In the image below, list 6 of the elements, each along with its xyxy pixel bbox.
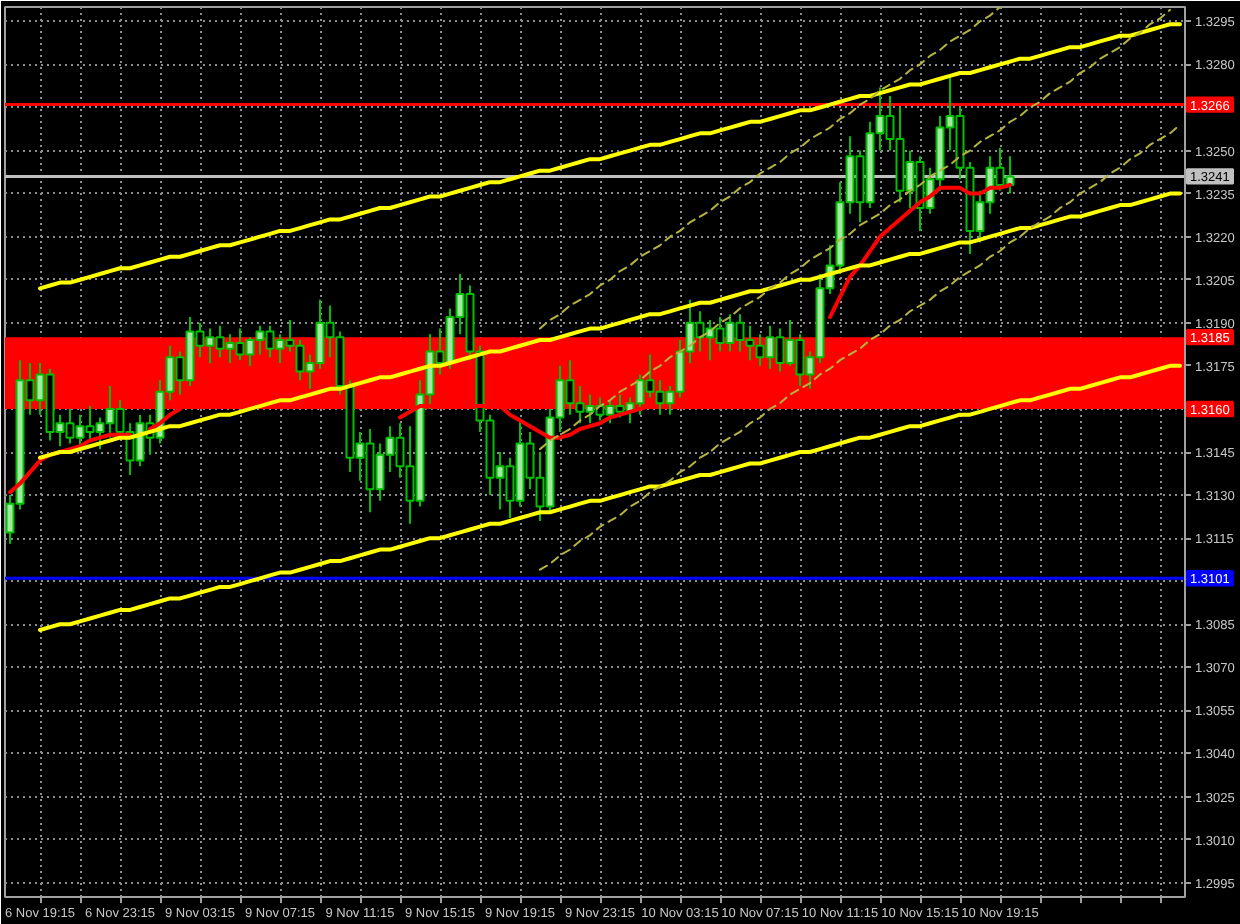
line-series xyxy=(38,191,1182,460)
line-series xyxy=(539,7,1001,330)
line-series xyxy=(38,363,1182,632)
line-series xyxy=(38,22,1182,291)
line-series xyxy=(539,123,1181,571)
line-series xyxy=(539,8,1171,451)
